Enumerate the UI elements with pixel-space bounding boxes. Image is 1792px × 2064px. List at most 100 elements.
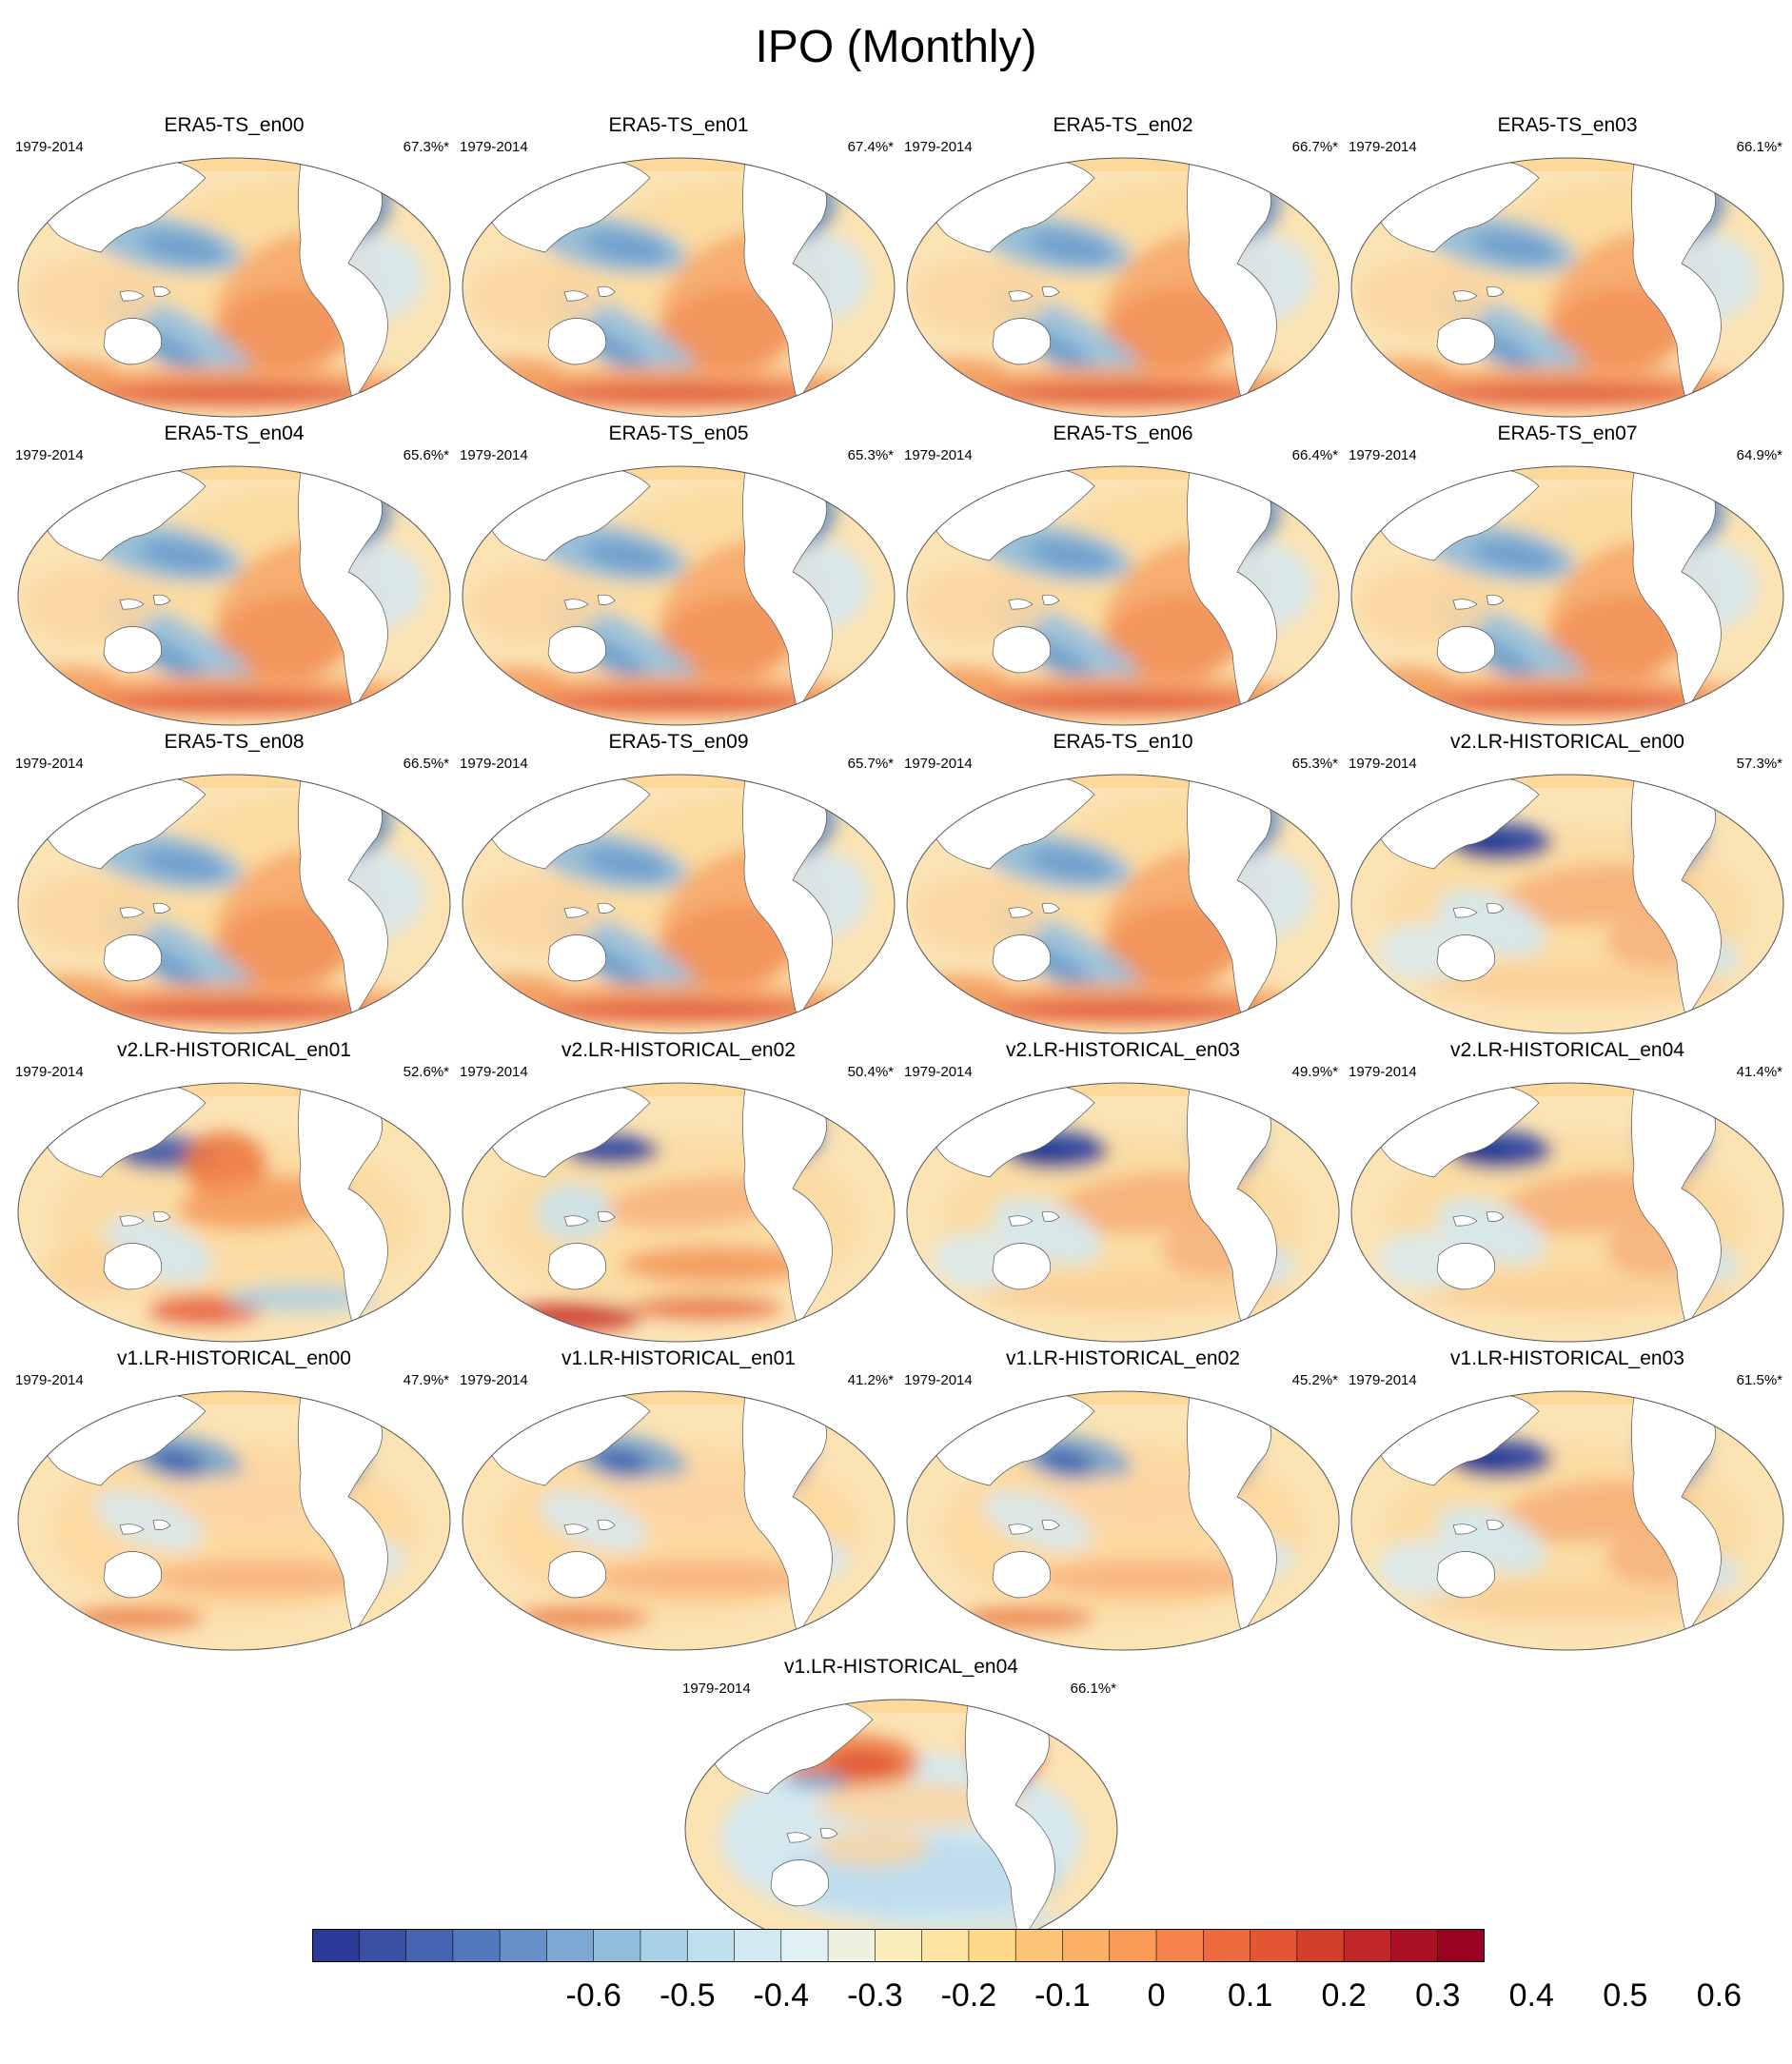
colorbar-segment bbox=[1155, 1929, 1205, 1962]
colorbar-segment bbox=[452, 1929, 501, 1962]
panel-variance-percent: 65.6%* bbox=[403, 447, 449, 463]
panel-variance-percent: 66.1%* bbox=[1736, 139, 1782, 155]
map-panel: ERA5-TS_en09 1979-2014 65.7%* bbox=[460, 731, 897, 1035]
panel-period: 1979-2014 bbox=[460, 447, 528, 463]
map-plot bbox=[1350, 774, 1784, 1034]
panel-variance-percent: 66.7%* bbox=[1291, 139, 1338, 155]
colorbar-segment bbox=[499, 1929, 548, 1962]
panel-variance-percent: 67.3%* bbox=[403, 139, 449, 155]
colorbar-tick-label: -0.6 bbox=[565, 1977, 621, 2014]
map-plot bbox=[1350, 1390, 1784, 1651]
colorbar-tick-label: 0 bbox=[1147, 1977, 1166, 2014]
panel-title: v1.LR-HISTORICAL_en03 bbox=[1450, 1347, 1684, 1369]
panel-title: ERA5-TS_en07 bbox=[1497, 423, 1638, 444]
panel-period: 1979-2014 bbox=[15, 139, 84, 155]
colorbar-segment bbox=[827, 1929, 876, 1962]
figure-title: IPO (Monthly) bbox=[755, 22, 1037, 72]
panel-period: 1979-2014 bbox=[460, 1064, 528, 1080]
map-panel: v1.LR-HISTORICAL_en01 1979-2014 41.2%* bbox=[460, 1347, 897, 1652]
map-plot bbox=[906, 157, 1340, 418]
colorbar-segment bbox=[1109, 1929, 1157, 1962]
map-plot bbox=[17, 774, 451, 1034]
colorbar-segment bbox=[780, 1929, 829, 1962]
panel-variance-percent: 57.3%* bbox=[1736, 756, 1782, 772]
panel-variance-percent: 65.7%* bbox=[847, 756, 894, 772]
panel-title: ERA5-TS_en00 bbox=[164, 114, 305, 136]
panel-variance-percent: 66.5%* bbox=[403, 756, 449, 772]
panel-period: 1979-2014 bbox=[904, 447, 973, 463]
colorbar-segment bbox=[1014, 1929, 1064, 1962]
panel-title: ERA5-TS_en10 bbox=[1053, 731, 1193, 753]
colorbar-tick-label: 0.2 bbox=[1321, 1977, 1367, 2014]
panel-period: 1979-2014 bbox=[1349, 447, 1417, 463]
map-panel: v2.LR-HISTORICAL_en00 1979-2014 57.3%* bbox=[1349, 731, 1786, 1035]
colorbar-segment bbox=[968, 1929, 1016, 1962]
map-panel: ERA5-TS_en02 1979-2014 66.7%* bbox=[904, 114, 1342, 419]
map-panel: ERA5-TS_en04 1979-2014 65.6%* bbox=[15, 423, 453, 727]
panel-variance-percent: 41.2%* bbox=[847, 1372, 894, 1388]
map-plot bbox=[906, 1082, 1340, 1343]
colorbar-tick-label: 0.5 bbox=[1603, 1977, 1648, 2014]
map-panel: ERA5-TS_en01 1979-2014 67.4%* bbox=[460, 114, 897, 419]
panel-period: 1979-2014 bbox=[15, 756, 84, 772]
panel-variance-percent: 47.9%* bbox=[403, 1372, 449, 1388]
colorbar-segment bbox=[640, 1929, 689, 1962]
map-panel: v1.LR-HISTORICAL_en02 1979-2014 45.2%* bbox=[904, 1347, 1342, 1652]
panel-title: v2.LR-HISTORICAL_en01 bbox=[117, 1039, 351, 1061]
panel-title: v2.LR-HISTORICAL_en04 bbox=[1450, 1039, 1684, 1061]
map-plot bbox=[462, 1082, 896, 1343]
panel-variance-percent: 66.4%* bbox=[1291, 447, 1338, 463]
panel-title: ERA5-TS_en05 bbox=[608, 423, 749, 444]
map-panel: ERA5-TS_en00 1979-2014 67.3%* bbox=[15, 114, 453, 419]
colorbar-labels: -0.6 -0.5 -0.4 -0.3 -0.2 -0.1 0 0.1 0.2 0.3 0.4 0.5… bbox=[312, 1977, 1742, 2025]
panel-title: v1.LR-HISTORICAL_en02 bbox=[1006, 1347, 1240, 1369]
panel-period: 1979-2014 bbox=[1349, 1064, 1417, 1080]
panel-variance-percent: 49.9%* bbox=[1291, 1064, 1338, 1080]
panel-period: 1979-2014 bbox=[904, 1064, 973, 1080]
colorbar-segment bbox=[358, 1929, 407, 1962]
colorbar-tick-label: -0.1 bbox=[1034, 1977, 1091, 2014]
colorbar-segment bbox=[686, 1929, 736, 1962]
panel-period: 1979-2014 bbox=[1349, 756, 1417, 772]
panel-variance-percent: 61.5%* bbox=[1736, 1372, 1782, 1388]
panel-title: ERA5-TS_en01 bbox=[608, 114, 749, 136]
map-plot bbox=[1350, 465, 1784, 726]
panel-variance-percent: 66.1%* bbox=[1070, 1681, 1116, 1697]
colorbar bbox=[312, 1929, 1485, 1962]
colorbar-tick-label: 0.3 bbox=[1415, 1977, 1461, 2014]
map-panel: ERA5-TS_en08 1979-2014 66.5%* bbox=[15, 731, 453, 1035]
panel-title: ERA5-TS_en04 bbox=[164, 423, 305, 444]
colorbar-segment bbox=[1203, 1929, 1251, 1962]
map-plot bbox=[906, 1390, 1340, 1651]
panel-title: ERA5-TS_en02 bbox=[1053, 114, 1193, 136]
map-panel: v1.LR-HISTORICAL_en04 1979-2014 66.1%* bbox=[682, 1656, 1120, 1960]
map-panel: v2.LR-HISTORICAL_en03 1979-2014 49.9%* bbox=[904, 1039, 1342, 1344]
panel-title: v1.LR-HISTORICAL_en01 bbox=[561, 1347, 796, 1369]
panel-period: 1979-2014 bbox=[15, 447, 84, 463]
panel-period: 1979-2014 bbox=[15, 1064, 84, 1080]
map-plot bbox=[462, 774, 896, 1034]
map-plot bbox=[1350, 157, 1784, 418]
colorbar-segment bbox=[1062, 1929, 1111, 1962]
colorbar-tick-label: 0.4 bbox=[1508, 1977, 1554, 2014]
panel-title: v1.LR-HISTORICAL_en04 bbox=[784, 1656, 1018, 1678]
map-plot bbox=[17, 157, 451, 418]
map-panel: v2.LR-HISTORICAL_en02 1979-2014 50.4%* bbox=[460, 1039, 897, 1344]
colorbar-segment bbox=[921, 1929, 970, 1962]
panel-variance-percent: 64.9%* bbox=[1736, 447, 1782, 463]
panel-title: v2.LR-HISTORICAL_en00 bbox=[1450, 731, 1684, 753]
panel-variance-percent: 45.2%* bbox=[1291, 1372, 1338, 1388]
map-panel: v1.LR-HISTORICAL_en00 1979-2014 47.9%* bbox=[15, 1347, 453, 1652]
panel-variance-percent: 65.3%* bbox=[847, 447, 894, 463]
colorbar-segment bbox=[1296, 1929, 1345, 1962]
colorbar-segment bbox=[593, 1929, 641, 1962]
panel-title: ERA5-TS_en03 bbox=[1497, 114, 1638, 136]
map-plot bbox=[17, 1390, 451, 1651]
map-panel: ERA5-TS_en10 1979-2014 65.3%* bbox=[904, 731, 1342, 1035]
panel-variance-percent: 41.4%* bbox=[1736, 1064, 1782, 1080]
map-panel: v2.LR-HISTORICAL_en04 1979-2014 41.4%* bbox=[1349, 1039, 1786, 1344]
map-plot bbox=[906, 465, 1340, 726]
colorbar-tick-label: 0.1 bbox=[1227, 1977, 1273, 2014]
panel-title: ERA5-TS_en08 bbox=[164, 731, 305, 753]
map-plot bbox=[906, 774, 1340, 1034]
